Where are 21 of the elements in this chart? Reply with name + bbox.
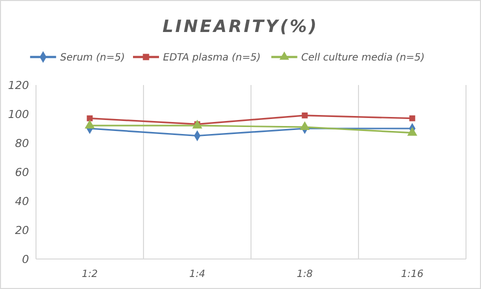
y-tick-label: 40 xyxy=(15,194,29,208)
point xyxy=(86,115,93,122)
y-tick-label: 20 xyxy=(15,224,29,237)
y-tick-label: 120 xyxy=(8,78,29,92)
point xyxy=(300,122,310,130)
chart-title: LINEARITY(%) xyxy=(162,17,319,37)
y-tick-label: 0 xyxy=(22,252,29,266)
x-tick-label: 1:2 xyxy=(82,269,98,280)
point xyxy=(85,120,94,129)
point xyxy=(302,112,308,118)
y-tick-label: 60 xyxy=(15,166,29,179)
point xyxy=(408,128,417,136)
legend-label: EDTA plasma (n=5) xyxy=(163,52,261,64)
legend-label: Cell culture media (n=5) xyxy=(301,52,425,64)
y-tick-label: 100 xyxy=(8,108,29,121)
x-tick-label: 1:16 xyxy=(401,269,424,280)
x-tick-label: 1:8 xyxy=(296,269,313,280)
point xyxy=(409,115,416,122)
legend-label: Serum (n=5) xyxy=(60,52,125,64)
x-tick-label: 1:4 xyxy=(189,269,206,280)
y-tick-label: 80 xyxy=(15,136,29,150)
